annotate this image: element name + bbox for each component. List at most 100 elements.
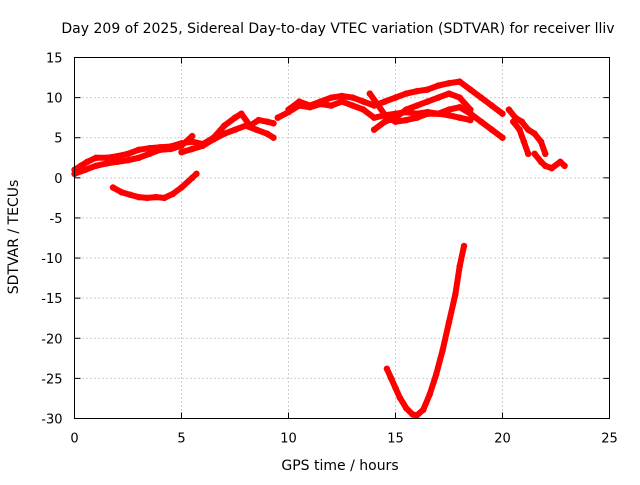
sdtvar-point	[477, 94, 485, 101]
sdtvar-point	[531, 130, 538, 137]
sdtvar-point	[456, 78, 463, 85]
sdtvar-point	[270, 134, 277, 141]
sdtvar-point	[109, 184, 117, 191]
sdtvar-point	[439, 347, 446, 354]
sdtvar-point	[542, 162, 549, 169]
sdtvar-point	[531, 150, 538, 157]
sdtvar-point	[221, 130, 228, 137]
sdtvar-point	[388, 375, 395, 382]
sdtvar-point	[435, 94, 442, 101]
y-tick-label: 5	[54, 132, 62, 147]
sdtvar-point	[456, 94, 463, 101]
sdtvar-point	[542, 150, 549, 157]
x-tick-label: 0	[70, 432, 78, 447]
sdtvar-point	[238, 110, 245, 117]
sdtvar-point	[392, 118, 399, 125]
sdtvar-point	[557, 158, 564, 165]
sdtvar-point	[92, 154, 100, 161]
sdtvar-point	[452, 291, 459, 298]
sdtvar-point	[92, 162, 100, 169]
sdtvar-point	[77, 162, 85, 169]
x-tick-label: 25	[601, 432, 618, 447]
sdtvar-point	[167, 145, 174, 153]
sdtvar-point	[424, 98, 431, 105]
sdtvar-point	[349, 94, 356, 101]
sdtvar-point	[366, 90, 373, 97]
y-tick-label: -5	[50, 212, 63, 227]
sdtvar-point	[413, 412, 421, 419]
sdtvar-point	[231, 114, 239, 121]
sdtvar-point	[383, 365, 391, 372]
sdtvar-point	[169, 190, 177, 198]
x-tick-label: 20	[494, 432, 511, 447]
sdtvar-point	[193, 170, 200, 177]
y-axis-title: SDTVAR / TECUs	[6, 180, 22, 295]
sdtvar-point	[499, 134, 506, 141]
y-tick-label: -10	[41, 252, 62, 267]
sdtvar-point	[525, 126, 532, 133]
sdtvar-point	[435, 82, 442, 89]
sdtvar-point	[360, 106, 367, 113]
x-tick-label: 5	[177, 432, 185, 447]
x-axis-title: GPS time / hours	[281, 458, 398, 474]
sdtvar-point	[516, 126, 523, 133]
series-layer	[71, 78, 568, 419]
sdtvar-point	[420, 406, 427, 413]
sdtvar-point	[477, 118, 485, 125]
sdtvar-point	[433, 371, 440, 378]
sdtvar-point	[413, 102, 421, 109]
sdtvar-point	[445, 319, 453, 326]
sdtvar-point	[392, 94, 399, 101]
chart-title: Day 209 of 2025, Sidereal Day-to-day VTE…	[61, 21, 614, 37]
sdtvar-point	[537, 138, 545, 145]
sdtvar-point	[189, 174, 196, 181]
sdtvar-point	[375, 102, 382, 109]
y-tick-label: 0	[54, 172, 62, 187]
sdtvar-point	[349, 102, 356, 109]
sdtvar-point	[360, 98, 367, 105]
sdtvar-point	[520, 138, 528, 145]
sdtvar-point	[152, 193, 159, 201]
y-tick-label: 15	[46, 52, 63, 67]
sdtvar-point	[84, 158, 91, 165]
sdtvar-point	[456, 104, 463, 111]
sdtvar-point	[456, 262, 463, 270]
sdtvar-track-12	[383, 243, 467, 419]
sdtvar-point	[370, 114, 378, 121]
sdtvar-point	[413, 88, 421, 95]
sdtvar-point	[156, 146, 164, 153]
sdtvar-point	[221, 122, 228, 129]
x-tick-label: 15	[387, 432, 404, 447]
sdtvar-point	[306, 102, 314, 109]
grid-layer	[74, 57, 610, 419]
sdtvar-point	[445, 90, 453, 97]
sdtvar-point	[253, 126, 260, 133]
sdtvar-point	[328, 94, 335, 101]
sdtvar-point	[263, 130, 271, 137]
sdtvar-point	[144, 194, 151, 202]
sdtvar-point	[103, 160, 110, 167]
sdtvar-point	[424, 110, 431, 117]
sdtvar-point	[488, 102, 495, 109]
sdtvar-track-10	[510, 118, 532, 157]
sdtvar-point	[285, 106, 292, 113]
sdtvar-point	[518, 118, 525, 125]
sdtvar-point	[370, 126, 378, 133]
sdtvar-point	[537, 158, 545, 165]
sdtvar-point	[383, 114, 391, 121]
sdtvar-point	[189, 145, 196, 153]
sdtvar-point	[403, 90, 410, 97]
y-tick-label: -30	[41, 413, 62, 428]
sdtvar-point	[499, 110, 506, 117]
x-tick-label: 10	[280, 432, 297, 447]
y-tick-label: -15	[41, 292, 62, 307]
y-tick-label: 10	[46, 92, 63, 107]
sdtvar-point	[548, 165, 555, 172]
sdtvar-point	[124, 150, 132, 157]
sdtvar-point	[403, 404, 410, 412]
sdtvar-track-3	[178, 122, 277, 156]
sdtvar-point	[488, 126, 495, 133]
sdtvar-point	[103, 154, 110, 161]
